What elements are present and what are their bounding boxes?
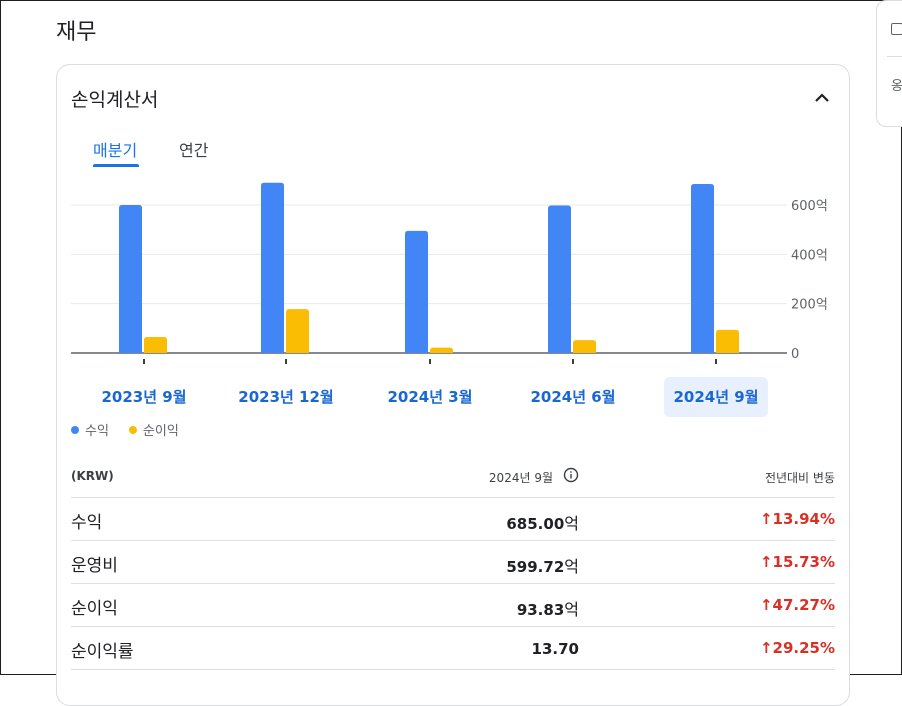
legend-dot-icon: [128, 425, 137, 434]
x-tick-label[interactable]: 2023년 9월: [101, 388, 187, 406]
row-unit: 억: [564, 600, 579, 619]
row-label: 수익: [71, 513, 103, 533]
x-tick-mark: [572, 359, 574, 364]
revenue-bar: [119, 205, 142, 353]
revenue-bar: [548, 205, 571, 353]
y-tick-label: 0: [791, 347, 799, 362]
row-unit: 억: [564, 557, 579, 576]
revenue-bar: [261, 182, 284, 353]
row-change: ↑15.73%: [759, 553, 835, 571]
revenue-chart: 600억 400억 200억 0: [71, 182, 828, 364]
card-title: 손익계산서: [71, 89, 159, 111]
table-row: 순이익 93.83억 ↑47.27%: [71, 584, 835, 627]
revenue-bar: [691, 184, 714, 353]
row-value: 599.72억: [506, 557, 579, 576]
row-value: 93.83억: [516, 600, 579, 619]
y-tick-label: 600억: [791, 199, 828, 214]
chevron-up-icon[interactable]: [809, 85, 835, 111]
income-statement-card: 손익계산서 매분기 연간 600억 400억 200억 0 2023년 9월 2023년…: [56, 64, 850, 706]
divider: [887, 56, 902, 57]
tab-quarterly[interactable]: 매분기: [93, 141, 138, 160]
y-tick-label: 200억: [791, 298, 828, 313]
x-tick-mark: [715, 359, 717, 364]
legend-item-net-income: 순이익: [128, 420, 179, 439]
currency-label: (KRW): [71, 469, 114, 483]
financial-table: (KRW) 2024년 9월 전년대비 변동 수익 685.00억 ↑13.94% 운…: [71, 455, 835, 670]
row-change: ↑29.25%: [759, 639, 835, 657]
table-header: (KRW) 2024년 9월 전년대비 변동: [71, 455, 835, 498]
net-income-bar: [716, 329, 739, 353]
table-row: 수익 685.00억 ↑13.94%: [71, 498, 835, 541]
legend-item-revenue: 수익: [71, 420, 109, 439]
tab-annual[interactable]: 연간: [179, 141, 209, 160]
x-tick-mark: [143, 359, 145, 364]
partial-text-icon: 옹: [891, 79, 902, 94]
table-row: 운영비 599.72억 ↑15.73%: [71, 541, 835, 584]
revenue-bar: [405, 230, 428, 353]
row-change: ↑47.27%: [759, 596, 835, 614]
x-tick-label[interactable]: 2023년 12월: [238, 388, 334, 406]
net-income-bar: [573, 340, 596, 353]
row-change: ↑13.94%: [759, 510, 835, 528]
section-title: 재무: [56, 20, 97, 45]
chart-legend: 수익 순이익: [71, 420, 179, 439]
row-unit: 억: [564, 514, 579, 533]
info-icon[interactable]: [563, 467, 579, 483]
legend-dot-icon: [71, 425, 79, 434]
row-value: 13.70: [531, 640, 579, 658]
net-income-bar: [430, 347, 453, 353]
row-label: 운영비: [71, 556, 118, 576]
x-tick-mark: [285, 359, 287, 364]
legend-label: 순이익: [142, 424, 179, 439]
side-panel[interactable]: 옹: [876, 0, 902, 127]
x-tick-label[interactable]: 2024년 6월: [530, 388, 616, 406]
row-label: 순이익률: [71, 642, 134, 662]
net-income-bar: [144, 336, 167, 353]
legend-label: 수익: [85, 424, 109, 439]
x-tick-label[interactable]: 2024년 3월: [387, 388, 473, 406]
square-icon: [891, 23, 902, 35]
change-header: 전년대비 변동: [764, 471, 835, 485]
x-tick-mark: [429, 359, 431, 364]
net-income-bar: [286, 309, 309, 353]
period-header: 2024년 9월: [488, 471, 553, 485]
row-label: 순이익: [71, 599, 118, 619]
x-tick-label[interactable]: 2024년 9월: [664, 377, 768, 417]
tab-active-indicator: [93, 164, 139, 167]
table-row: 순이익률 13.70 ↑29.25%: [71, 627, 835, 670]
y-tick-label: 400억: [791, 248, 828, 263]
row-value: 685.00억: [506, 514, 579, 533]
